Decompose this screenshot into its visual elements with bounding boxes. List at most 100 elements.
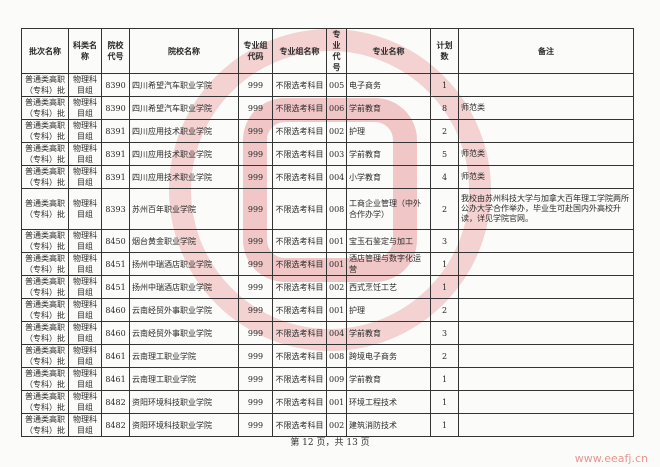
cell-group-name: 不限选考科目	[272, 298, 327, 322]
cell-category: 物理科目组	[68, 96, 102, 120]
admission-plan-table: 批次名称 科类名称 院校代号 院校名称 专业组代码 专业组名称 专业代号 专业名称 计划数 备注 …	[21, 28, 634, 437]
cell-batch: 普通类高职（专科）批	[21, 252, 69, 276]
cell-group-code: 999	[238, 344, 273, 368]
table-row: 普通类高职（专科）批 物理科目组 8391 四川应用技术职业学院 999 不限选考科目 00…	[21, 142, 634, 166]
cell-category: 物理科目组	[68, 344, 102, 368]
cell-note	[458, 73, 634, 97]
cell-group-code: 999	[238, 298, 273, 322]
column-header: 专业组代码	[238, 28, 273, 74]
cell-school-code: 8451	[101, 252, 130, 276]
table-row: 普通类高职（专科）批 物理科目组 8482 资阳环境科技职业学院 999 不限选考科目 00…	[21, 390, 634, 414]
cell-group-name: 不限选考科目	[272, 344, 327, 368]
table-row: 普通类高职（专科）批 物理科目组 8482 资阳环境科技职业学院 999 不限选考科目 00…	[21, 413, 634, 437]
cell-major-code: 006	[326, 96, 347, 120]
cell-school-code: 8482	[101, 413, 130, 437]
cell-major: 学前教育	[346, 367, 431, 391]
cell-plan: 5	[430, 142, 459, 166]
cell-major: 学前教育	[346, 142, 431, 166]
cell-batch: 普通类高职（专科）批	[21, 413, 69, 437]
cell-major: 建筑消防技术	[346, 413, 431, 437]
table-row: 普通类高职（专科）批 物理科目组 8391 四川应用技术职业学院 999 不限选考科目 00…	[21, 165, 634, 189]
table-row: 普通类高职（专科）批 物理科目组 8393 苏州百年职业学院 999 不限选考科目 008 工…	[21, 188, 634, 230]
cell-major: 西式烹饪工艺	[346, 275, 431, 299]
cell-school-code: 8461	[101, 367, 130, 391]
table-row: 普通类高职（专科）批 物理科目组 8390 四川希望汽车职业学院 999 不限选考科目 00…	[21, 96, 634, 120]
cell-plan: 3	[430, 321, 459, 345]
cell-plan: 1	[430, 252, 459, 276]
cell-major-code: 001	[326, 390, 347, 414]
cell-batch: 普通类高职（专科）批	[21, 229, 69, 253]
cell-major-code: 004	[326, 321, 347, 345]
cell-school-code: 8393	[101, 188, 130, 230]
cell-group-name: 不限选考科目	[272, 367, 327, 391]
cell-group-code: 999	[238, 367, 273, 391]
cell-group-code: 999	[238, 165, 273, 189]
cell-note	[458, 229, 634, 253]
cell-group-code: 999	[238, 252, 273, 276]
column-header: 院校代号	[101, 28, 130, 74]
cell-major-code: 001	[326, 252, 347, 276]
cell-plan: 1	[430, 275, 459, 299]
cell-note	[458, 321, 634, 345]
cell-major: 环境工程技术	[346, 390, 431, 414]
cell-batch: 普通类高职（专科）批	[21, 390, 69, 414]
cell-school-code: 8390	[101, 73, 130, 97]
cell-major: 宝玉石鉴定与加工	[346, 229, 431, 253]
cell-batch: 普通类高职（专科）批	[21, 142, 69, 166]
cell-note	[458, 275, 634, 299]
cell-group-code: 999	[238, 321, 273, 345]
column-header: 计划数	[430, 28, 459, 74]
cell-major-code: 004	[326, 165, 347, 189]
cell-group-name: 不限选考科目	[272, 229, 327, 253]
cell-batch: 普通类高职（专科）批	[21, 298, 69, 322]
cell-school-code: 8461	[101, 344, 130, 368]
column-header: 专业代号	[326, 28, 347, 74]
cell-major-code: 008	[326, 188, 347, 230]
cell-major: 小学教育	[346, 165, 431, 189]
cell-note: 我校由苏州科技大学与加拿大百年理工学院两所公办大学合作举办，毕业生可赴国内外高校…	[458, 188, 634, 230]
cell-group-name: 不限选考科目	[272, 73, 327, 97]
cell-group-code: 999	[238, 188, 273, 230]
cell-group-code: 999	[238, 390, 273, 414]
table-row: 普通类高职（专科）批 物理科目组 8390 四川希望汽车职业学院 999 不限选考科目 00…	[21, 73, 634, 97]
cell-group-name: 不限选考科目	[272, 142, 327, 166]
cell-group-name: 不限选考科目	[272, 165, 327, 189]
cell-school: 四川希望汽车职业学院	[129, 73, 239, 97]
cell-batch: 普通类高职（专科）批	[21, 188, 69, 230]
cell-note: 师范类	[458, 165, 634, 189]
table-row: 普通类高职（专科）批 物理科目组 8460 云南经贸外事职业学院 999 不限选考科目 00…	[21, 298, 634, 322]
cell-major: 电子商务	[346, 73, 431, 97]
cell-school-code: 8450	[101, 229, 130, 253]
cell-category: 物理科目组	[68, 367, 102, 391]
cell-category: 物理科目组	[68, 229, 102, 253]
cell-batch: 普通类高职（专科）批	[21, 344, 69, 368]
cell-major: 护理	[346, 119, 431, 143]
cell-group-name: 不限选考科目	[272, 119, 327, 143]
cell-school: 烟台黄金职业学院	[129, 229, 239, 253]
cell-plan: 1	[430, 367, 459, 391]
cell-school: 资阳环境科技职业学院	[129, 413, 239, 437]
cell-major-code: 002	[326, 413, 347, 437]
cell-batch: 普通类高职（专科）批	[21, 73, 69, 97]
cell-major-code: 001	[326, 298, 347, 322]
cell-category: 物理科目组	[68, 275, 102, 299]
cell-group-code: 999	[238, 229, 273, 253]
cell-school-code: 8482	[101, 390, 130, 414]
cell-major-code: 002	[326, 119, 347, 143]
cell-major: 跨境电子商务	[346, 344, 431, 368]
cell-major: 酒店管理与数字化运营	[346, 252, 431, 276]
cell-school-code: 8391	[101, 142, 130, 166]
page-number: 第 12 页，共 13 页	[290, 438, 370, 448]
column-header: 专业组名称	[272, 28, 327, 74]
cell-note	[458, 390, 634, 414]
cell-batch: 普通类高职（专科）批	[21, 96, 69, 120]
cell-category: 物理科目组	[68, 298, 102, 322]
cell-school-code: 8460	[101, 321, 130, 345]
cell-school: 云南经贸外事职业学院	[129, 321, 239, 345]
cell-plan: 1	[430, 73, 459, 97]
cell-group-name: 不限选考科目	[272, 96, 327, 120]
table-row: 普通类高职（专科）批 物理科目组 8451 扬州中瑞酒店职业学院 999 不限选考科目 00…	[21, 252, 634, 276]
cell-plan: 2	[430, 188, 459, 230]
table-row: 普通类高职（专科）批 物理科目组 8451 扬州中瑞酒店职业学院 999 不限选考科目 00…	[21, 275, 634, 299]
cell-major: 护理	[346, 298, 431, 322]
